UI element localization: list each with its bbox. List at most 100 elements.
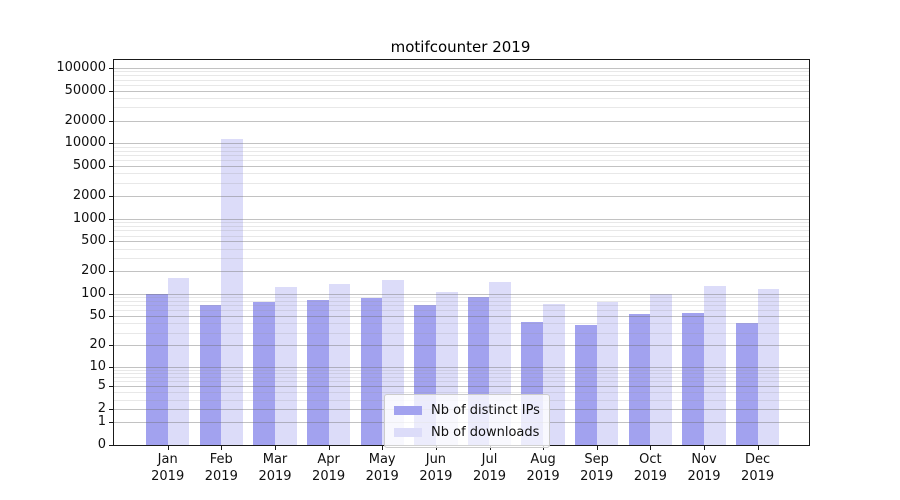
minor-gridline xyxy=(114,248,809,250)
y-axis-tick xyxy=(109,409,113,410)
x-axis-tick xyxy=(275,446,276,450)
bar-distinct-ips-sep xyxy=(575,325,597,445)
major-gridline xyxy=(114,345,809,347)
y-axis-tick-label: 100000 xyxy=(56,60,106,75)
y-axis-tick xyxy=(109,293,113,295)
y-axis-tick xyxy=(109,241,113,243)
bar-downloads-mar xyxy=(274,287,297,445)
legend-item-distinct-ips: Nb of distinct IPs xyxy=(394,401,540,419)
bar-downloads-dec xyxy=(757,288,780,445)
y-axis-tick xyxy=(109,218,113,220)
minor-gridline xyxy=(114,84,809,86)
major-gridline xyxy=(114,68,809,69)
bar-downloads-apr xyxy=(328,283,351,445)
bar-distinct-ips-may xyxy=(360,298,383,445)
legend-label-distinct-ips: Nb of distinct IPs xyxy=(431,402,540,418)
major-gridline xyxy=(114,90,809,92)
minor-gridline xyxy=(114,373,809,375)
chart-title: motifcounter 2019 xyxy=(390,38,531,56)
y-axis-tick xyxy=(109,166,113,168)
bar-downloads-feb xyxy=(221,139,244,445)
major-gridline xyxy=(114,293,809,295)
legend-swatch-downloads-icon xyxy=(394,427,422,437)
minor-gridline xyxy=(114,182,809,184)
minor-gridline xyxy=(114,222,809,224)
x-axis-tick-label: Aug 2019 xyxy=(526,452,560,484)
bar-distinct-ips-mar xyxy=(253,301,275,445)
minor-gridline xyxy=(114,230,809,232)
minor-gridline xyxy=(114,297,809,299)
bar-downloads-jan xyxy=(167,277,190,445)
minor-gridline xyxy=(114,107,809,109)
major-gridline xyxy=(114,143,809,145)
minor-gridline xyxy=(114,381,809,383)
y-axis-tick-label: 20000 xyxy=(64,112,106,128)
minor-gridline xyxy=(114,146,809,148)
major-gridline xyxy=(114,316,809,318)
y-axis-tick-label: 200 xyxy=(81,263,106,279)
y-axis-tick-label: 20 xyxy=(89,337,106,353)
x-axis-tick-label: May 2019 xyxy=(365,452,399,484)
x-axis-tick-label: Oct 2019 xyxy=(633,452,667,484)
y-axis-tick xyxy=(109,68,113,69)
y-axis-tick xyxy=(109,422,113,424)
minor-gridline xyxy=(114,71,809,73)
minor-gridline xyxy=(114,173,809,175)
y-axis-tick xyxy=(109,120,113,122)
y-axis-tick xyxy=(109,196,113,198)
y-axis-tick xyxy=(109,386,113,388)
x-axis-tick-label: Jun 2019 xyxy=(419,452,453,484)
minor-gridline xyxy=(114,310,809,312)
x-axis-tick xyxy=(221,446,223,450)
major-gridline xyxy=(114,241,809,243)
major-gridline xyxy=(114,271,809,273)
bar-distinct-ips-dec xyxy=(735,323,758,445)
y-axis-tick-label: 10000 xyxy=(64,135,106,151)
minor-gridline xyxy=(114,392,809,394)
bar-distinct-ips-nov xyxy=(682,313,704,445)
minor-gridline xyxy=(114,98,809,99)
x-axis-tick xyxy=(704,446,705,450)
legend: Nb of distinct IPs Nb of downloads xyxy=(384,394,550,448)
minor-gridline xyxy=(114,79,809,81)
major-gridline xyxy=(114,196,809,198)
y-axis-tick-label: 1000 xyxy=(72,210,106,226)
bar-distinct-ips-apr xyxy=(306,300,329,445)
minor-gridline xyxy=(114,150,809,152)
y-axis-tick-label: 2000 xyxy=(72,188,106,204)
y-axis-tick xyxy=(109,143,113,145)
major-gridline xyxy=(114,366,809,368)
bar-distinct-ips-oct xyxy=(628,313,651,445)
legend-item-downloads: Nb of downloads xyxy=(394,423,540,441)
x-axis-tick xyxy=(757,446,759,450)
x-axis-tick-label: Dec 2019 xyxy=(741,452,775,484)
minor-gridline xyxy=(114,369,809,371)
bar-downloads-nov xyxy=(704,286,726,445)
major-gridline xyxy=(114,386,809,388)
x-axis-tick-label: Mar 2019 xyxy=(258,452,292,484)
y-axis-tick-label: 10 xyxy=(89,358,106,374)
minor-gridline xyxy=(114,155,809,157)
y-axis-tick-label: 100 xyxy=(81,285,106,301)
minor-gridline xyxy=(114,75,809,77)
y-axis-tick-label: 5000 xyxy=(72,158,106,174)
major-gridline xyxy=(114,120,809,122)
y-axis-tick xyxy=(109,445,113,446)
y-axis-tick-label: 5 xyxy=(97,378,106,394)
plot-area: 0 1 2 5 10 20 50 100 200 500 1000 2000 5000 10000 2000… xyxy=(56,59,810,484)
minor-gridline xyxy=(114,376,809,378)
y-axis-tick-label: 2 xyxy=(97,401,106,416)
x-axis-tick xyxy=(650,446,652,450)
y-axis-tick-label: 500 xyxy=(81,233,106,249)
x-axis-tick-label: Feb 2019 xyxy=(204,452,238,484)
y-axis-tick xyxy=(109,366,113,368)
minor-gridline xyxy=(114,160,809,162)
y-axis-tick xyxy=(109,345,113,347)
minor-gridline xyxy=(114,332,809,334)
minor-gridline xyxy=(114,235,809,237)
major-gridline xyxy=(114,166,809,168)
bar-downloads-sep xyxy=(596,302,619,445)
x-axis-tick-label: Sep 2019 xyxy=(580,452,614,484)
x-axis-tick xyxy=(543,446,545,450)
